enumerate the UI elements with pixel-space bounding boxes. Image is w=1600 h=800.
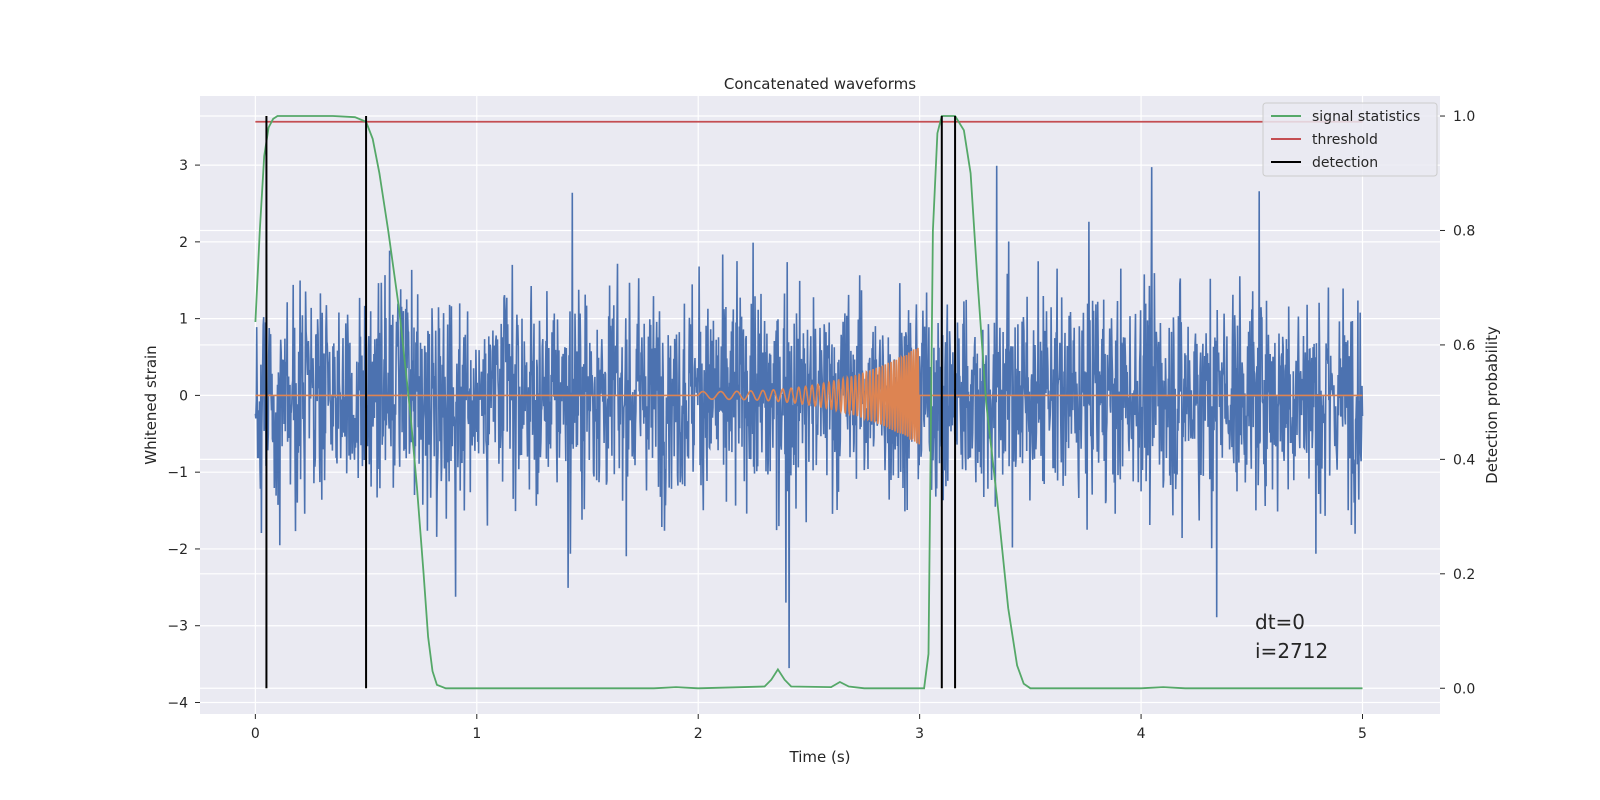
y-tick-label: −3 bbox=[167, 619, 188, 635]
y-right-tick-label: 0.0 bbox=[1453, 681, 1475, 697]
y-right-tick-label: 1.0 bbox=[1453, 109, 1475, 125]
y-tick-label: 1 bbox=[179, 312, 188, 328]
x-tick-label: 1 bbox=[472, 726, 481, 742]
y-tick-label: 0 bbox=[179, 388, 188, 404]
y-right-tick-label: 0.8 bbox=[1453, 223, 1475, 239]
chart-title: Concatenated waveforms bbox=[724, 75, 916, 93]
legend-label-detection: detection bbox=[1312, 155, 1378, 171]
annotation-i: i=2712 bbox=[1255, 639, 1328, 663]
series-area bbox=[254, 115, 1364, 690]
x-tick-label: 4 bbox=[1137, 726, 1146, 742]
signal-statistics-line bbox=[254, 115, 1363, 690]
legend: signal statistics threshold detection bbox=[1262, 102, 1438, 177]
y-tick-label: −4 bbox=[167, 695, 188, 711]
legend-label-signal-statistics: signal statistics bbox=[1312, 109, 1420, 125]
y-tick-label: 3 bbox=[179, 158, 188, 174]
y-tick-label: 2 bbox=[179, 235, 188, 251]
strain-line bbox=[254, 165, 1364, 669]
y-right-axis-label: Detection probability bbox=[1483, 326, 1501, 484]
injection-line bbox=[255, 347, 1363, 445]
legend-label-threshold: threshold bbox=[1312, 132, 1378, 148]
x-tick-label: 5 bbox=[1358, 726, 1367, 742]
x-axis-label: Time (s) bbox=[789, 748, 851, 766]
x-tick-label: 2 bbox=[694, 726, 703, 742]
x-tick-label: 3 bbox=[915, 726, 924, 742]
y-tick-label: −2 bbox=[167, 542, 188, 558]
annotation-dt: dt=0 bbox=[1255, 610, 1305, 634]
y-axis-label: Whitened strain bbox=[142, 345, 160, 464]
tick-labels: 0 1 2 3 4 5 −4 −3 −2 −1 0 1 2 3 0.0 0.2 0.4 0.6 0.8 1.0 bbox=[167, 109, 1475, 742]
y-tick-label: −1 bbox=[167, 465, 188, 481]
y-right-tick-label: 0.4 bbox=[1453, 452, 1475, 468]
y-right-tick-label: 0.2 bbox=[1453, 567, 1475, 583]
y-right-tick-label: 0.6 bbox=[1453, 338, 1475, 354]
legend-box bbox=[1262, 102, 1438, 177]
x-tick-label: 0 bbox=[251, 726, 260, 742]
